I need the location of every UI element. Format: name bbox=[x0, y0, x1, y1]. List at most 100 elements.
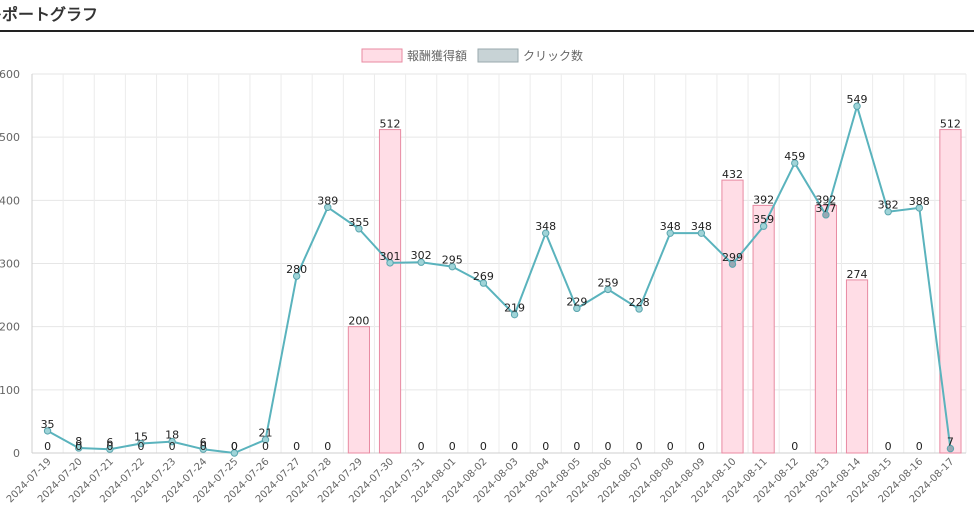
clicks-data-label: 377 bbox=[815, 202, 836, 215]
clicks-point[interactable] bbox=[324, 203, 332, 211]
clicks-data-label: 35 bbox=[41, 418, 55, 431]
clicks-data-label: 348 bbox=[691, 220, 712, 233]
reward-data-label: 512 bbox=[380, 118, 401, 131]
reward-data-label: 0 bbox=[324, 440, 331, 453]
clicks-point[interactable] bbox=[915, 204, 923, 212]
reward-data-label: 200 bbox=[348, 315, 369, 328]
clicks-point[interactable] bbox=[417, 258, 425, 266]
clicks-point[interactable] bbox=[666, 229, 674, 237]
clicks-data-label: 389 bbox=[317, 194, 338, 207]
clicks-data-label: 301 bbox=[380, 250, 401, 263]
clicks-point[interactable] bbox=[75, 444, 83, 452]
reward-data-label: 0 bbox=[604, 440, 611, 453]
clicks-data-label: 7 bbox=[947, 436, 954, 449]
clicks-point[interactable] bbox=[822, 211, 830, 219]
clicks-point[interactable] bbox=[106, 445, 114, 453]
clicks-point[interactable] bbox=[884, 208, 892, 216]
y-tick-label: 600 bbox=[0, 68, 20, 81]
reward-data-label: 0 bbox=[200, 440, 207, 453]
clicks-data-label: 549 bbox=[847, 93, 868, 106]
clicks-data-label: 15 bbox=[134, 431, 148, 444]
clicks-point[interactable] bbox=[43, 427, 52, 435]
clicks-point[interactable] bbox=[355, 225, 363, 233]
clicks-point[interactable] bbox=[510, 310, 519, 319]
reward-data-label: 0 bbox=[75, 440, 82, 453]
clicks-point[interactable] bbox=[573, 304, 581, 313]
clicks-data-label: 229 bbox=[566, 295, 587, 308]
reward-data-label: 0 bbox=[418, 440, 425, 453]
clicks-data-label: 348 bbox=[660, 220, 681, 233]
clicks-point[interactable] bbox=[791, 159, 799, 167]
reward-data-label: 0 bbox=[542, 440, 549, 453]
y-tick-label: 300 bbox=[0, 258, 20, 271]
reward-bar[interactable] bbox=[845, 279, 869, 454]
reward-bar[interactable] bbox=[721, 179, 744, 454]
reward-data-label: 0 bbox=[885, 440, 892, 453]
clicks-point[interactable] bbox=[137, 439, 145, 448]
clicks-point[interactable] bbox=[261, 436, 270, 444]
reward-data-label: 0 bbox=[44, 440, 51, 453]
reward-data-label: 0 bbox=[262, 440, 269, 453]
y-tick-label: 100 bbox=[0, 384, 20, 397]
title-divider bbox=[0, 30, 974, 32]
reward-data-label: 0 bbox=[511, 440, 518, 453]
y-tick-label: 0 bbox=[13, 447, 20, 460]
reward-bar[interactable] bbox=[378, 129, 402, 454]
reward-data-label: 0 bbox=[791, 440, 798, 453]
clicks-point[interactable] bbox=[604, 285, 612, 294]
clicks-point[interactable] bbox=[635, 305, 643, 313]
clicks-point[interactable] bbox=[542, 229, 550, 237]
reward-bar[interactable] bbox=[939, 129, 962, 454]
clicks-data-label: 299 bbox=[722, 251, 743, 264]
clicks-point[interactable] bbox=[386, 259, 394, 267]
reward-data-label: 0 bbox=[636, 440, 643, 453]
clicks-point[interactable] bbox=[728, 260, 737, 268]
y-tick-label: 500 bbox=[0, 131, 20, 144]
y-tick-label: 400 bbox=[0, 194, 20, 207]
reward-data-label: 392 bbox=[753, 193, 774, 206]
clicks-point[interactable] bbox=[697, 229, 706, 237]
reward-data-label: 0 bbox=[169, 440, 176, 453]
clicks-data-label: 295 bbox=[442, 254, 463, 267]
clicks-point[interactable] bbox=[946, 444, 955, 453]
reward-data-label: 0 bbox=[667, 440, 674, 453]
clicks-data-label: 6 bbox=[106, 436, 113, 449]
clicks-point[interactable] bbox=[448, 262, 456, 271]
clicks-point[interactable] bbox=[230, 449, 239, 457]
clicks-data-label: 459 bbox=[784, 150, 805, 163]
reward-data-label: 0 bbox=[573, 440, 580, 453]
reward-data-label: 0 bbox=[137, 440, 144, 453]
clicks-point[interactable] bbox=[168, 437, 176, 446]
clicks-data-label: 280 bbox=[286, 263, 307, 276]
reward-bar[interactable] bbox=[814, 204, 837, 454]
clicks-line bbox=[47, 105, 952, 454]
clicks-point[interactable] bbox=[479, 279, 488, 287]
clicks-data-label: 259 bbox=[597, 276, 618, 289]
clicks-data-label: 8 bbox=[75, 435, 82, 448]
clicks-data-label: 228 bbox=[629, 296, 650, 309]
clicks-data-label: 18 bbox=[165, 429, 179, 442]
legend-swatch-clicks[interactable] bbox=[477, 48, 519, 63]
clicks-data-label: 219 bbox=[504, 302, 525, 315]
clicks-point[interactable] bbox=[292, 272, 301, 280]
clicks-point[interactable] bbox=[853, 102, 861, 110]
clicks-data-label: 348 bbox=[535, 220, 556, 233]
clicks-data-label: 302 bbox=[411, 249, 432, 262]
reward-bar[interactable] bbox=[347, 326, 370, 454]
clicks-point[interactable] bbox=[759, 222, 768, 230]
clicks-data-label: 21 bbox=[259, 427, 273, 440]
y-tick-label: 200 bbox=[0, 321, 20, 334]
legend-label-clicks[interactable]: クリック数 bbox=[523, 48, 583, 63]
report-header: レポートグラフ bbox=[0, 0, 974, 32]
clicks-data-label: 6 bbox=[200, 436, 207, 449]
reward-data-label: 0 bbox=[916, 440, 923, 453]
reward-data-label: 0 bbox=[293, 440, 300, 453]
legend-swatch-reward[interactable] bbox=[361, 48, 403, 63]
legend-label-reward[interactable]: 報酬獲得額 bbox=[407, 48, 467, 63]
reward-data-label: 392 bbox=[815, 193, 836, 206]
clicks-data-label: 269 bbox=[473, 270, 494, 283]
clicks-point[interactable] bbox=[199, 445, 207, 453]
reward-bar[interactable] bbox=[752, 204, 775, 454]
reward-data-label: 0 bbox=[480, 440, 487, 453]
